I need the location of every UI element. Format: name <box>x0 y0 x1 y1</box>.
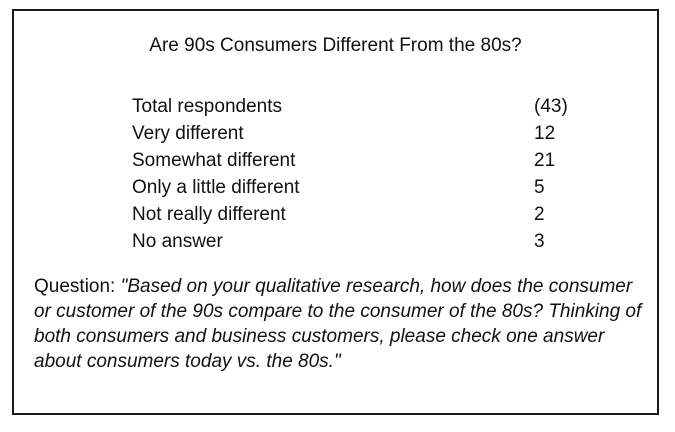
row-value: 3 <box>534 231 545 252</box>
row-value: 21 <box>534 150 556 171</box>
row-label: Very different <box>132 123 244 144</box>
row-value: 2 <box>534 204 545 225</box>
row-label: Not really different <box>132 204 286 225</box>
table-title: Are 90s Consumers Different From the 80s… <box>149 35 522 56</box>
row-value: 5 <box>534 177 545 198</box>
row-label: Somewhat different <box>132 150 296 171</box>
table-row: Only a little different 5 <box>132 174 582 201</box>
table-row: Total respondents (43) <box>132 93 582 120</box>
row-value: 12 <box>534 123 556 144</box>
row-label: No answer <box>132 231 223 252</box>
table-row: No answer 3 <box>132 228 582 255</box>
row-label: Only a little different <box>132 177 300 198</box>
survey-box: Are 90s Consumers Different From the 80s… <box>12 9 659 415</box>
table-row: Not really different 2 <box>132 201 582 228</box>
results-table: Total respondents (43) Very different 12… <box>132 93 582 255</box>
table-row: Somewhat different 21 <box>132 147 582 174</box>
table-row: Very different 12 <box>132 120 582 147</box>
question-prefix: Question: <box>34 276 121 297</box>
row-value: (43) <box>534 96 568 117</box>
question-body: "Based on your qualitative research, how… <box>34 276 642 372</box>
row-label: Total respondents <box>132 96 282 117</box>
question-text: Question: "Based on your qualitative res… <box>34 274 654 374</box>
